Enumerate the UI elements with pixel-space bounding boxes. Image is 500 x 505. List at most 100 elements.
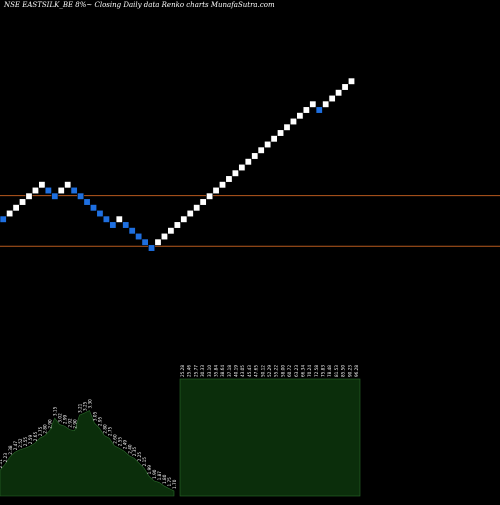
volume-label: 1.70: [172, 479, 177, 489]
renko-brick-up: [6, 209, 14, 218]
volume-label: 2.60: [112, 434, 117, 444]
price-label: 85.50: [341, 365, 346, 377]
price-label: 25.77: [193, 365, 198, 377]
renko-brick-up: [186, 209, 194, 218]
volume-label: 3.25: [83, 401, 88, 411]
volume-label: 2.55: [117, 437, 122, 447]
price-label: 66.34: [300, 365, 305, 377]
volume-label: 1.99: [147, 465, 152, 475]
renko-brick-down: [109, 221, 117, 229]
price-label: 63.23: [294, 365, 299, 377]
renko-brick-up: [57, 186, 65, 195]
volume-label: 3.05: [92, 411, 97, 421]
volume-label: 2.40: [127, 444, 132, 454]
renko-brick-up: [328, 94, 336, 103]
volume-label: 2.52: [18, 438, 23, 448]
renko-brick-down: [128, 227, 136, 235]
price-label: 47.65: [254, 365, 259, 377]
volume-label: 2.90: [73, 419, 78, 429]
volume-label: 3.02: [58, 413, 63, 423]
renko-brick-up: [231, 169, 239, 177]
renko-brick-up: [206, 192, 214, 200]
volume-labels: 2.112.232.38 2.47 2.52 2.55 2.59 2.652.75 2.80…: [0, 399, 177, 489]
price-label: 38.64: [220, 365, 225, 377]
renko-brick-down: [44, 186, 52, 195]
renko-brick-up: [19, 198, 27, 206]
price-label: 40.19: [234, 365, 239, 377]
price-label: 50.12: [260, 365, 265, 377]
renko-brick-up: [154, 238, 162, 246]
price-label: 35.84: [213, 365, 218, 377]
price-label: 25.46: [187, 365, 192, 377]
price-label: 90.23: [347, 365, 352, 377]
renko-brick-down: [122, 221, 130, 229]
renko-brick-up: [244, 158, 252, 166]
renko-brick-up: [193, 204, 201, 212]
volume-area: [0, 410, 175, 497]
volume-label: 3.21: [78, 403, 83, 413]
renko-brick-up: [283, 123, 291, 131]
price-panel-shape: [179, 378, 361, 497]
volume-label: 2.92: [68, 418, 73, 428]
renko-brick-down: [96, 209, 104, 218]
price-label: 33.10: [207, 365, 212, 377]
volume-label: 2.38: [8, 445, 13, 455]
volume-label: 2.11: [0, 459, 3, 469]
volume-label: 2.80: [102, 424, 107, 434]
renko-brick-up: [64, 181, 72, 189]
volume-label: 2.99: [63, 414, 68, 424]
renko-brick-up: [309, 100, 317, 108]
renko-brick-down: [141, 238, 149, 246]
price-label: 45.43: [247, 365, 252, 377]
renko-brick-down: [135, 232, 143, 241]
renko-brick-up: [31, 186, 39, 195]
volume-label: 2.95: [97, 416, 102, 426]
volume-label: 2.75: [107, 427, 112, 437]
volume-label: 2.23: [3, 453, 8, 463]
price-label: 70.24: [307, 365, 312, 377]
volume-label: 2.15: [142, 457, 147, 467]
price-label: 75.83: [321, 365, 326, 377]
volume-label: 2.59: [28, 435, 33, 445]
price-label: 25.28: [180, 365, 185, 377]
renko-brick-up: [335, 89, 343, 97]
renko-brick-up: [219, 181, 227, 189]
renko-bricks: [0, 77, 355, 252]
renko-brick-up: [302, 106, 310, 114]
renko-brick-down: [0, 215, 7, 223]
price-label: 43.05: [240, 365, 245, 377]
renko-brick-down: [51, 192, 59, 200]
price-label: 37.18: [227, 365, 232, 377]
renko-brick-up: [12, 204, 20, 212]
price-label: 60.72: [287, 365, 292, 377]
renko-brick-up: [277, 129, 285, 137]
renko-brick-down: [102, 215, 110, 223]
volume-label: 2.35: [132, 447, 137, 457]
renko-brick-up: [257, 146, 265, 154]
volume-label: 2.90: [48, 419, 53, 429]
price-label: 78.48: [327, 365, 332, 377]
renko-brick-up: [173, 221, 181, 229]
price-label: 72.58: [314, 365, 319, 377]
reference-lines: [0, 195, 500, 247]
renko-brick-down: [77, 192, 85, 200]
volume-label: 2.49: [122, 440, 127, 450]
volume-label: 2.55: [23, 437, 28, 447]
volume-label: 2.25: [137, 452, 142, 462]
renko-brick-up: [199, 198, 207, 206]
renko-brick-down: [70, 186, 78, 195]
volume-label: 2.80: [43, 424, 48, 434]
renko-brick-up: [270, 135, 278, 143]
chart-title: NSE EASTSILK_BE 8%~ Closing Daily data R…: [4, 1, 275, 9]
renko-brick-up: [289, 117, 297, 126]
renko-brick-up: [212, 186, 220, 195]
renko-brick-up: [115, 215, 123, 223]
volume-label: 3.15: [53, 406, 58, 416]
price-label: 30.33: [200, 365, 205, 377]
price-labels: 25.28 25.46 25.77 30.33 33.10 35.84 38.64 37.18…: [180, 365, 359, 377]
renko-brick-up: [264, 140, 272, 149]
renko-brick-up: [251, 152, 259, 160]
renko-brick-down: [148, 244, 156, 252]
